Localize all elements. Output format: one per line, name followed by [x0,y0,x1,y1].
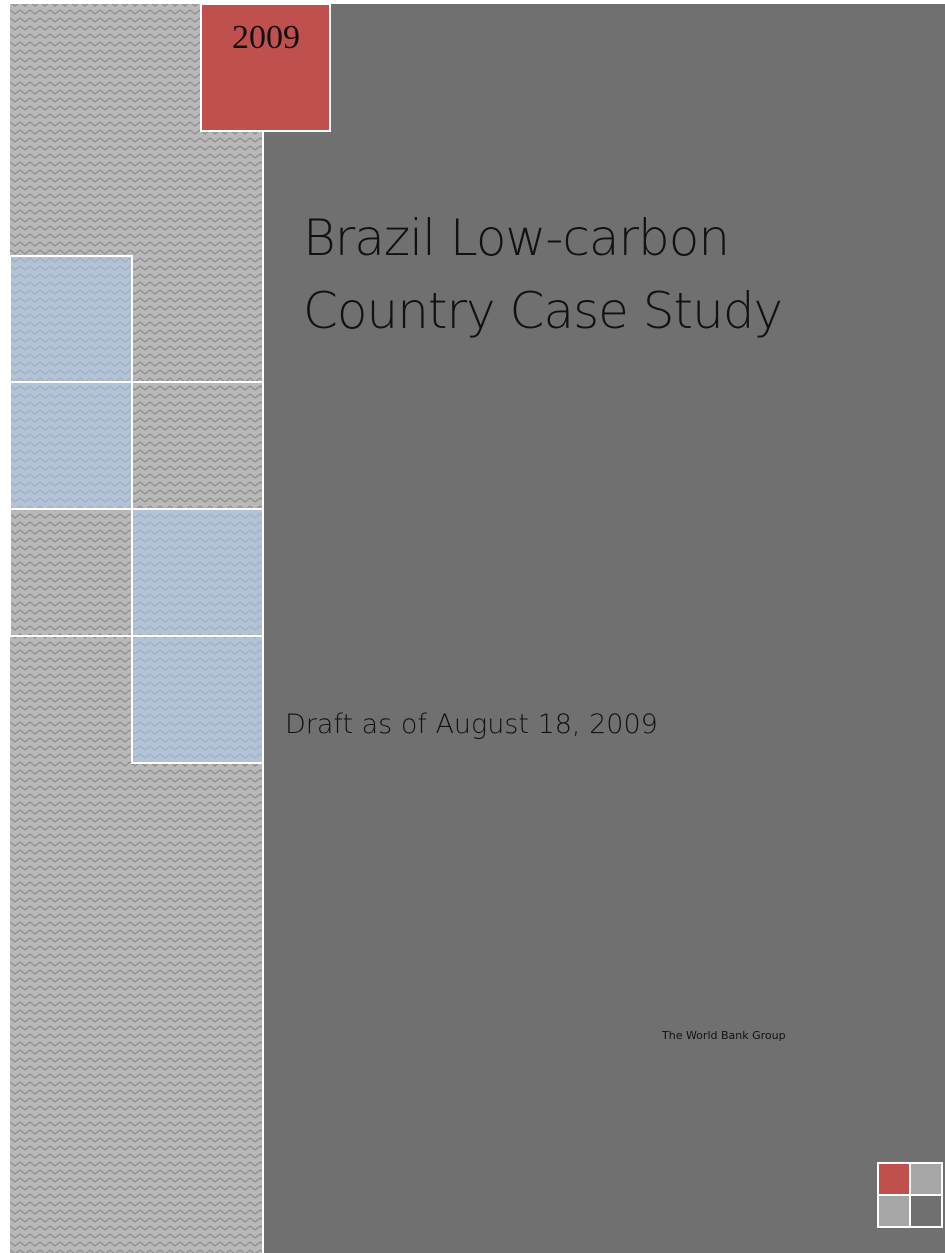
logo-square [909,1194,943,1228]
tile [131,381,264,510]
logo-square [877,1194,911,1228]
tile [9,508,133,637]
publisher: The World Bank Group [661,1029,786,1042]
year: 2009 [232,19,300,56]
title-line: Country Case Study [303,282,782,340]
tile [131,508,264,637]
tiles [9,255,264,764]
logo-square [909,1162,943,1196]
logo-square [877,1162,911,1196]
logo [877,1162,943,1228]
title-line: Brazil Low-carbon [303,209,729,267]
main-panel [263,4,945,1253]
tile [131,635,264,764]
year-box [200,3,331,132]
subtitle: Draft as of August 18, 2009 [285,709,658,740]
tile [9,381,133,510]
tile [9,255,133,383]
